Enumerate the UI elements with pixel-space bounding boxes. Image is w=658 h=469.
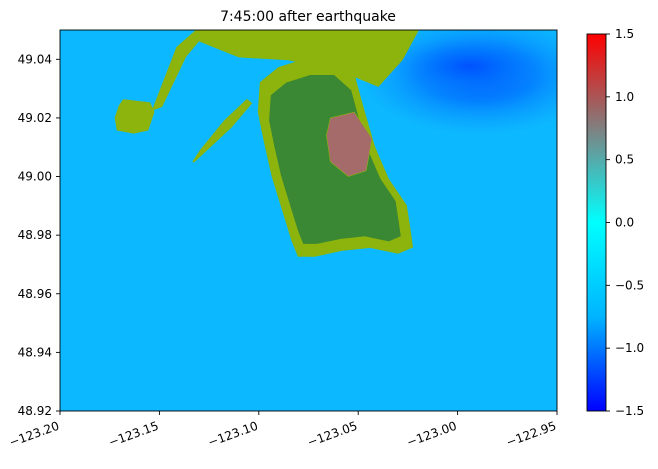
x-tick-label: −123.00: [405, 419, 459, 450]
x-tick-label: −123.10: [206, 419, 260, 450]
colorbar-tick-label: −1.0: [615, 341, 644, 355]
colorbar-tick-label: 0.0: [615, 216, 634, 230]
y-tick-label: 49.00: [18, 170, 52, 184]
y-tick-label: 48.98: [18, 228, 52, 242]
region-1: [193, 30, 419, 87]
map-plot-area: [60, 30, 557, 411]
y-tick-label: 49.02: [18, 111, 52, 125]
region-5: [326, 111, 373, 177]
colorbar-tick-label: −0.5: [615, 278, 644, 292]
y-tick-label: 48.94: [18, 345, 52, 359]
land-regions: [114, 30, 419, 257]
y-tick-label: 48.92: [18, 404, 52, 418]
y-tick-label: 49.04: [18, 52, 52, 66]
x-tick-label: −123.20: [7, 419, 61, 450]
colorbar: [586, 33, 607, 412]
x-tick-label: −122.95: [504, 419, 558, 450]
colorbar-tick-label: 1.5: [615, 27, 634, 41]
y-axis: 48.92 48.94 48.96 48.98 49.00 49.02 49.04: [18, 52, 60, 418]
colorbar-axis: −1.5 −1.0 −0.5 0.0 0.5 1.0 1.5: [606, 27, 644, 418]
negative-wave-core: [392, 36, 548, 96]
x-axis: −123.20 −123.15 −123.10 −123.05 −123.00 −122.…: [7, 411, 558, 450]
colorbar-tick-label: 0.5: [615, 153, 634, 167]
x-tick-label: −123.05: [306, 419, 360, 450]
colorbar-tick-label: −1.5: [615, 404, 644, 418]
region-2: [151, 30, 209, 111]
colorbar-tick-label: 1.0: [615, 90, 634, 104]
plot-frame: [59, 29, 558, 412]
region-3: [114, 99, 155, 134]
x-tick-label: −123.15: [107, 419, 161, 450]
region-4: [192, 98, 253, 163]
y-tick-label: 48.96: [18, 287, 52, 301]
chart-title: 7:45:00 after earthquake: [220, 9, 396, 25]
